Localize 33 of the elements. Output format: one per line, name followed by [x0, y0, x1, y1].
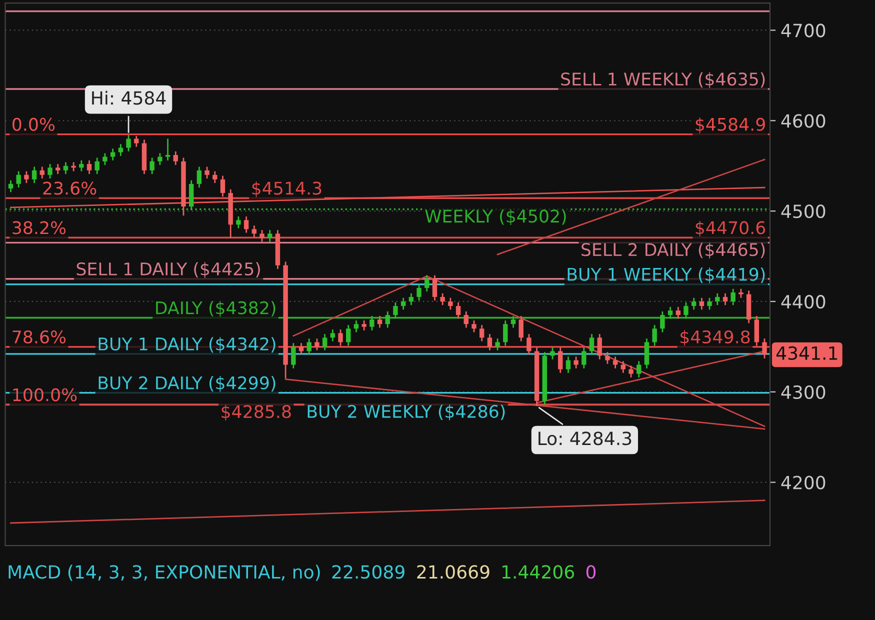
text: 22.5089 — [332, 565, 404, 579]
ref-line-label: BUY 1 DAILY ($4342) — [98, 337, 276, 353]
annotation: 38.2% — [12, 221, 66, 234]
ref-line-label: $4470.6 — [696, 220, 766, 237]
ref-line-label: DAILY ($4382) — [156, 300, 276, 317]
annotation: Hi: 4584 — [92, 90, 166, 105]
ref-line-label: $4349.8 — [680, 330, 750, 346]
ref-line-label: $4285.8 — [222, 404, 291, 420]
annotation: 23.6% — [43, 182, 96, 195]
y-tick-label: 4500 — [781, 204, 826, 218]
y-tick-label: 4200 — [781, 476, 826, 490]
text: 4341.1 — [776, 346, 838, 360]
y-tick-label: 4600 — [781, 114, 826, 128]
ref-line-label: SELL 1 WEEKLY ($4635) — [561, 72, 765, 88]
text: MACD (14, 3, 3, EXPONENTIAL, no) — [8, 564, 320, 581]
y-tick-label: 4700 — [781, 24, 826, 38]
ref-line-label: WEEKLY ($4502) — [425, 209, 566, 225]
ref-line-label: SELL 2 DAILY ($4465) — [582, 242, 765, 258]
ref-line-label: $4584.9 — [696, 117, 765, 134]
text: 1.44206 — [502, 565, 574, 579]
annotation: 100.0% — [13, 388, 77, 402]
annotation: Lo: 4284.3 — [538, 432, 632, 446]
ref-line-label: BUY 2 DAILY ($4299) — [98, 376, 276, 392]
ref-line-label: BUY 2 WEEKLY ($4286) — [308, 404, 505, 420]
annotation: 0.0% — [12, 118, 55, 131]
ref-line-label: SELL 1 DAILY ($4425) — [76, 262, 260, 278]
y-tick-label: 4300 — [781, 385, 826, 400]
ref-line-label: $4514.3 — [252, 181, 322, 198]
text: 0 — [586, 565, 596, 579]
ref-line-label: BUY 1 WEEKLY ($4419) — [568, 267, 765, 284]
text: 21.0669 — [417, 565, 490, 579]
y-tick-label: 4400 — [781, 294, 826, 309]
annotation: 78.6% — [12, 330, 66, 344]
